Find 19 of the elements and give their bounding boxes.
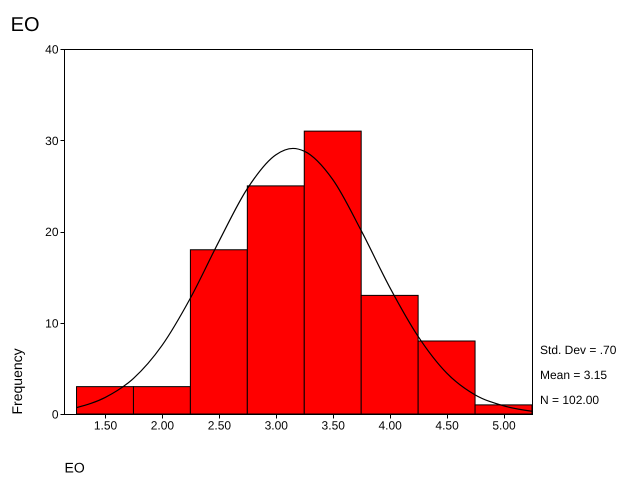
y-tick-label: 40 — [45, 42, 59, 56]
text: N = 102.00 — [540, 393, 600, 407]
x-tick-label: 2.00 — [150, 418, 174, 432]
x-tick-label: 5.00 — [492, 418, 516, 432]
y-tick-label: 20 — [45, 225, 59, 239]
x-tick-label: 4.00 — [378, 418, 402, 432]
x-tick-label: 2.50 — [208, 418, 232, 432]
y-axis-title: Frequency — [9, 348, 26, 414]
x-tick-label: 4.50 — [435, 418, 460, 432]
chart-title: EO — [10, 14, 40, 36]
y-tick-label: 0 — [52, 408, 59, 422]
x-tick-label: 3.00 — [264, 418, 288, 432]
y-tick-label: 30 — [45, 134, 59, 148]
y-tick-label: 10 — [45, 316, 59, 330]
x-tick-label: 1.50 — [94, 418, 118, 432]
text: Mean = 3.15 — [540, 368, 608, 382]
text: Std. Dev = .70 — [540, 343, 617, 357]
x-axis-title: EO — [64, 460, 85, 476]
x-tick-label: 3.50 — [322, 418, 346, 432]
